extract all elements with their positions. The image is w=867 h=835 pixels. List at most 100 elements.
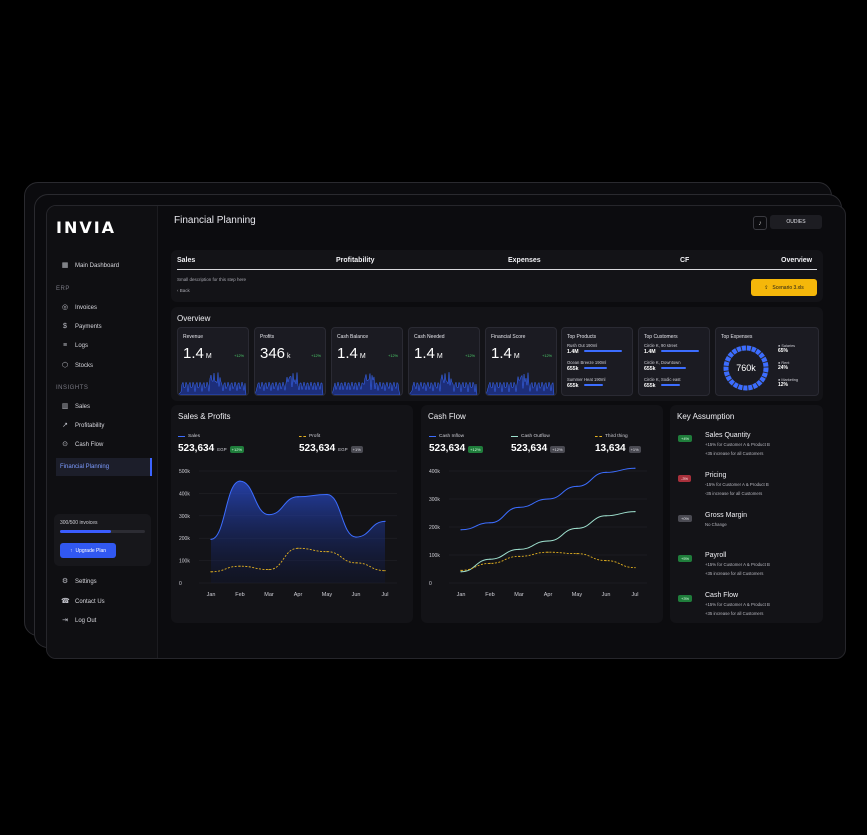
arrow-up-icon: ↑	[69, 547, 73, 554]
share-bar	[584, 350, 622, 352]
y-tick-label: 200k	[179, 536, 190, 542]
step-overview[interactable]: Overview	[781, 257, 813, 264]
sidebar-item-sales[interactable]: ▥ Sales	[61, 403, 90, 411]
data-point	[518, 506, 520, 508]
data-point	[355, 562, 357, 564]
sidebar-item-cash-flow[interactable]: ⊙ Cash Flow	[61, 441, 103, 449]
sidebar-item-contact-us[interactable]: ☎ Contact Us	[61, 598, 105, 606]
top-products-card[interactable]: Top Products Rush Out 190ml 1.4M Ocean Br…	[561, 327, 633, 396]
kpi-card-financial-score[interactable]: Financial Score 1.4 M +12%	[485, 327, 557, 396]
share-bar	[584, 367, 608, 369]
sidebar-item-label: Cash Flow	[75, 442, 104, 448]
dollar-icon: $	[63, 323, 67, 330]
data-point	[326, 551, 328, 553]
sidebar-item-payments[interactable]: $ Payments	[61, 323, 102, 331]
data-point	[210, 538, 212, 540]
card-label: Top Customers	[644, 334, 678, 340]
sidebar-section-insights: INSIGHTS	[56, 385, 89, 391]
x-tick-label: May	[322, 592, 333, 598]
kpi-change: +12%	[465, 354, 475, 358]
legend-sales: Sales	[178, 434, 200, 439]
x-tick-label: Jan	[457, 592, 466, 598]
sidebar-item-label: Logs	[75, 343, 89, 349]
cash-flow-panel: Cash Flow Cash Inflow Cash Outflow Third…	[421, 405, 663, 623]
assumption-title: Payroll	[705, 552, 727, 559]
cash-outflow-total: 523,634 +12%	[511, 443, 565, 454]
y-tick-label: 200k	[429, 525, 440, 531]
trend-up-icon: ↗	[62, 422, 68, 429]
sidebar-item-label: Stocks	[75, 363, 94, 369]
card-label: Top Products	[567, 334, 597, 340]
sidebar-item-invoices[interactable]: ◎ Invoices	[61, 304, 97, 312]
data-point	[460, 569, 462, 571]
quota-progress-bar	[60, 530, 145, 533]
sidebar-item-logs[interactable]: ≡ Logs	[61, 342, 88, 350]
data-point	[547, 551, 549, 553]
kpi-card-revenue[interactable]: Revenue 1.4 M +12%	[177, 327, 249, 396]
legend-cash-inflow: Cash Inflow	[429, 434, 464, 439]
assumption-detail: +15% for Customer A & Product B	[705, 562, 770, 567]
upgrade-plan-label: Upgrade Plan	[75, 547, 107, 554]
cash-inflow-total: 523,634 +12%	[429, 443, 483, 454]
kpi-card-cash-balance[interactable]: Cash Balance 1.4 M +12%	[331, 327, 403, 396]
sidebar-item-stocks[interactable]: ⬡ Stocks	[61, 362, 93, 370]
kpi-change: +12%	[388, 354, 398, 358]
kpi-sparkline	[178, 372, 247, 395]
data-point	[634, 467, 636, 469]
sidebar-item-main-dashboard[interactable]: ▦ Main Dashboard	[61, 262, 119, 270]
sidebar-item-log-out[interactable]: ⇥ Log Out	[61, 617, 96, 625]
kpi-card-profits[interactable]: Profits 346 k +12%	[254, 327, 326, 396]
phone-icon: ☎	[61, 598, 70, 605]
back-link[interactable]: ‹ Back	[177, 288, 190, 293]
back-label: Back	[179, 288, 190, 293]
sidebar-section-erp: ERP	[56, 286, 70, 292]
kpi-value: 1.4 M	[491, 345, 520, 362]
top-customers-card[interactable]: Top Customers Circle K, 90 street 1.4M Ci…	[638, 327, 710, 396]
assumption-badge: +3%	[678, 595, 693, 602]
upgrade-plan-button[interactable]: ↑ Upgrade Plan	[60, 543, 116, 558]
logs-icon: ≡	[62, 342, 68, 349]
step-sales[interactable]: Sales	[177, 257, 196, 264]
user-menu-button[interactable]: OUDIES	[770, 215, 822, 229]
step-expenses[interactable]: Expenses	[508, 257, 541, 264]
steps-panel: Sales Profitability Expenses CF Overview…	[171, 250, 823, 302]
assumption-detail: +35 increase for all Customers	[705, 571, 764, 576]
step-profitability[interactable]: Profitability	[336, 257, 375, 264]
kpi-card-cash-needed[interactable]: Cash Needed 1.4 M +12%	[408, 327, 480, 396]
x-tick-label: Jun	[352, 592, 361, 598]
step-cf[interactable]: CF	[680, 257, 690, 264]
assumption-badge: -3%	[678, 475, 692, 482]
gear-icon: ⚙	[61, 578, 69, 585]
legend-profit: Profit	[299, 434, 320, 439]
sparkline-path	[255, 372, 324, 395]
sidebar-item-label: Main Dashboard	[75, 263, 120, 269]
assumption-title: Gross Margin	[705, 512, 748, 519]
donut-total: 760k	[736, 363, 756, 373]
scenario-file-button[interactable]: ⇪ Scenario 3.xls	[751, 279, 817, 296]
list-item: Circle K, 90 street 1.4M	[644, 343, 706, 355]
quota-progress-fill	[60, 530, 111, 533]
y-tick-label: 400k	[429, 469, 440, 475]
kpi-label: Financial Score	[491, 334, 526, 340]
kpi-label: Revenue	[183, 334, 204, 340]
top-expenses-card[interactable]: Top Expenses 760k ● Salaries 65% ● Rent 24…	[715, 327, 819, 396]
quota-text: 300/500 invoices	[60, 520, 98, 526]
kpi-sparkline	[255, 372, 324, 395]
sidebar-item-profitability[interactable]: ↗ Profitability	[61, 422, 104, 430]
assumption-detail: No Change	[705, 522, 727, 527]
x-tick-label: Jul	[631, 592, 638, 598]
assumption-detail: +15% for Customer A & Product B	[705, 602, 770, 607]
data-point	[634, 511, 636, 513]
sidebar-item-financial-planning[interactable]: Financial Planning	[56, 458, 152, 476]
sidebar-item-settings[interactable]: ⚙ Settings	[61, 578, 97, 586]
list-item: Circle K, Downtown 655k	[644, 360, 706, 372]
bell-icon[interactable]: ♪	[753, 216, 767, 230]
share-bar	[584, 384, 603, 386]
panel-title: Cash Flow	[428, 412, 466, 421]
sidebar-item-label: Contact Us	[75, 599, 105, 605]
legend-item: ● Marketing 12%	[778, 378, 799, 388]
data-point	[355, 536, 357, 538]
data-point	[326, 493, 328, 496]
sparkline-path	[332, 373, 401, 395]
data-point	[489, 522, 491, 524]
